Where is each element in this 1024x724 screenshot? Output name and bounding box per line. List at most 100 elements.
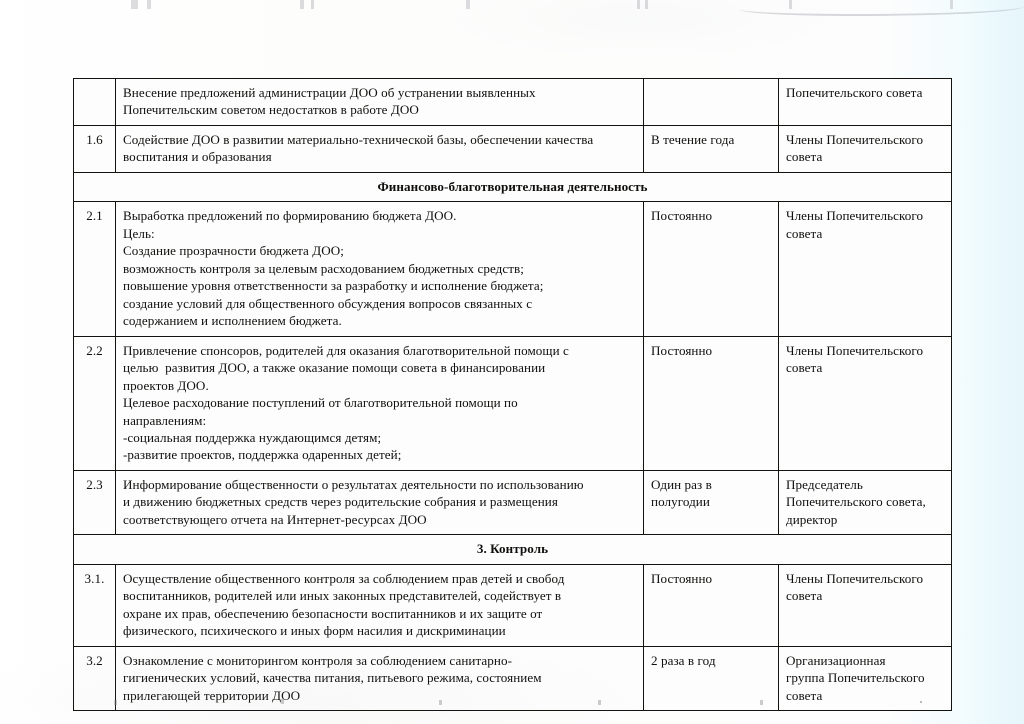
- scan-speck: [598, 700, 601, 705]
- row-term: Постоянно: [643, 201, 779, 337]
- term-line: полугодии: [651, 494, 710, 510]
- responsible-line: Члены Попечительского: [786, 570, 924, 586]
- activity-line: Внесение предложений администрации ДОО о…: [123, 85, 536, 100]
- activity-line: проектов ДОО.: [123, 377, 209, 393]
- responsible-line: Попечительского совета: [786, 85, 923, 100]
- table-section-row: Финансово-благотворительная деятельность: [73, 171, 952, 203]
- row-number: 2.2: [73, 335, 116, 471]
- scan-speck: [114, 700, 117, 705]
- row-responsible: Члены Попечительского совета: [778, 201, 952, 337]
- activity-line: повышение уровня ответственности за разр…: [123, 278, 544, 294]
- activity-plan-table: Внесение предложений администрации ДОО о…: [73, 78, 952, 712]
- row-responsible: Члены Попечительского совета: [778, 563, 952, 647]
- table-row: 2.2 Привлечение спонсоров, родителей для…: [73, 335, 952, 471]
- row-activity: Информирование общественности о результа…: [115, 469, 644, 536]
- row-number: 3.1.: [73, 563, 116, 647]
- activity-line: соответствующего отчета на Интернет-ресу…: [123, 511, 427, 527]
- row-responsible: Председатель Попечительского совета, дир…: [778, 469, 952, 536]
- activity-line: направлениям:: [123, 412, 207, 428]
- term-line: Постоянно: [651, 570, 713, 586]
- row-activity: Содействие ДОО в развитии материально-те…: [115, 124, 644, 173]
- activity-line: гигиенических условий, качества питания,…: [123, 670, 542, 686]
- activity-line: прилегающей территории ДОО: [123, 687, 301, 703]
- activity-line: и движению бюджетных средств через родит…: [123, 494, 558, 510]
- row-responsible: Члены Попечительского совета: [778, 335, 952, 471]
- section-heading: 3. Контроль: [73, 534, 952, 565]
- row-activity: Выработка предложений по формированию бю…: [115, 201, 644, 337]
- responsible-line: группа Попечительского: [786, 670, 925, 686]
- row-term: Постоянно: [643, 335, 779, 471]
- term-line: Постоянно: [651, 342, 713, 358]
- row-number: 2.1: [73, 201, 116, 337]
- activity-line: Осуществление общественного контроля за …: [123, 570, 565, 586]
- table-section-row: 3. Контроль: [73, 534, 952, 565]
- scan-speck: [439, 700, 442, 705]
- activity-line: охране их прав, обеспечению безопасности…: [123, 605, 543, 621]
- responsible-line: совета: [786, 225, 823, 241]
- section-heading: Финансово-благотворительная деятельность: [73, 171, 952, 203]
- activity-line: Привлечение спонсоров, родителей для ока…: [123, 342, 569, 358]
- activity-line: целью развития ДОО, а также оказание пом…: [123, 360, 546, 376]
- activity-line: Ознакомление с мониторингом контроля за …: [123, 652, 513, 668]
- activity-line: создание условий для общественного обсуж…: [123, 295, 533, 311]
- responsible-line: Организационная: [786, 652, 886, 668]
- responsible-line: Председатель: [786, 476, 863, 492]
- scan-artifact-top: [311, 0, 314, 9]
- activity-line: Цель:: [123, 225, 155, 241]
- row-term: [643, 78, 779, 126]
- activity-line: Содействие ДОО в развитии материально-те…: [123, 131, 594, 147]
- term-line: Постоянно: [651, 208, 713, 224]
- activity-line: содержанием и исполнением бюджета.: [123, 313, 342, 329]
- activity-line: Выработка предложений по формированию бю…: [123, 208, 457, 224]
- table-row: 1.6 Содействие ДОО в развитии материальн…: [73, 124, 952, 173]
- responsible-line: совета: [786, 687, 823, 703]
- responsible-line: Члены Попечительского: [786, 342, 924, 358]
- responsible-line: совета: [786, 149, 823, 165]
- term-line: Один раз в: [651, 476, 712, 492]
- scan-artifact-top: [645, 0, 648, 9]
- scan-artifact-curve: [740, 0, 1024, 16]
- activity-line: -социальная поддержка нуждающимся детям;: [123, 429, 382, 445]
- responsible-line: совета: [786, 360, 823, 376]
- responsible-line: Члены Попечительского: [786, 208, 924, 224]
- scan-artifact-top: [466, 0, 470, 9]
- table-row: 3.1. Осуществление общественного контрол…: [73, 563, 952, 647]
- row-number: 1.6: [73, 124, 116, 173]
- row-term: В течение года: [643, 124, 779, 173]
- activity-line: Информирование общественности о результа…: [123, 476, 584, 492]
- responsible-line: Члены Попечительского: [786, 131, 924, 147]
- table-row: 2.1 Выработка предложений по формировани…: [73, 201, 952, 337]
- responsible-line: совета: [786, 588, 823, 604]
- activity-line: физического, психического и иных форм на…: [123, 623, 506, 639]
- row-number: 3.2: [73, 645, 116, 712]
- table-body: Внесение предложений администрации ДОО о…: [73, 78, 952, 712]
- row-number: 2.3: [73, 469, 116, 536]
- term-line: В течение года: [651, 131, 735, 147]
- row-term: 2 раза в год: [643, 645, 779, 712]
- term-line: 2 раза в год: [651, 652, 716, 668]
- scan-speck: [281, 699, 284, 704]
- activity-line: возможность контроля за целевым расходов…: [123, 260, 524, 276]
- scan-speck: [760, 700, 763, 705]
- row-activity: Привлечение спонсоров, родителей для ока…: [115, 335, 644, 471]
- row-term: Один раз в полугодии: [643, 469, 779, 536]
- scan-speck: [920, 701, 922, 703]
- row-activity: Ознакомление с мониторингом контроля за …: [115, 645, 644, 712]
- scan-artifact-top: [131, 0, 138, 9]
- table-row: 3.2 Ознакомление с мониторингом контроля…: [73, 645, 952, 712]
- row-responsible: Попечительского совета: [778, 78, 952, 126]
- activity-line: воспитания и образования: [123, 149, 272, 165]
- scan-artifact-top: [637, 0, 640, 9]
- row-number: [73, 78, 116, 126]
- row-responsible: Члены Попечительского совета: [778, 124, 952, 173]
- row-activity: Осуществление общественного контроля за …: [115, 563, 644, 647]
- table-row: Внесение предложений администрации ДОО о…: [73, 78, 952, 126]
- table-row: 2.3 Информирование общественности о резу…: [73, 469, 952, 536]
- scan-artifact-top: [300, 0, 304, 9]
- row-responsible: Организационная группа Попечительского с…: [778, 645, 952, 712]
- activity-line: Попечительским советом недостатков в раб…: [123, 102, 419, 118]
- row-term: Постоянно: [643, 563, 779, 647]
- activity-line: воспитанников, родителей или иных законн…: [123, 588, 562, 604]
- activity-line: Целевое расходование поступлений от благ…: [123, 395, 518, 411]
